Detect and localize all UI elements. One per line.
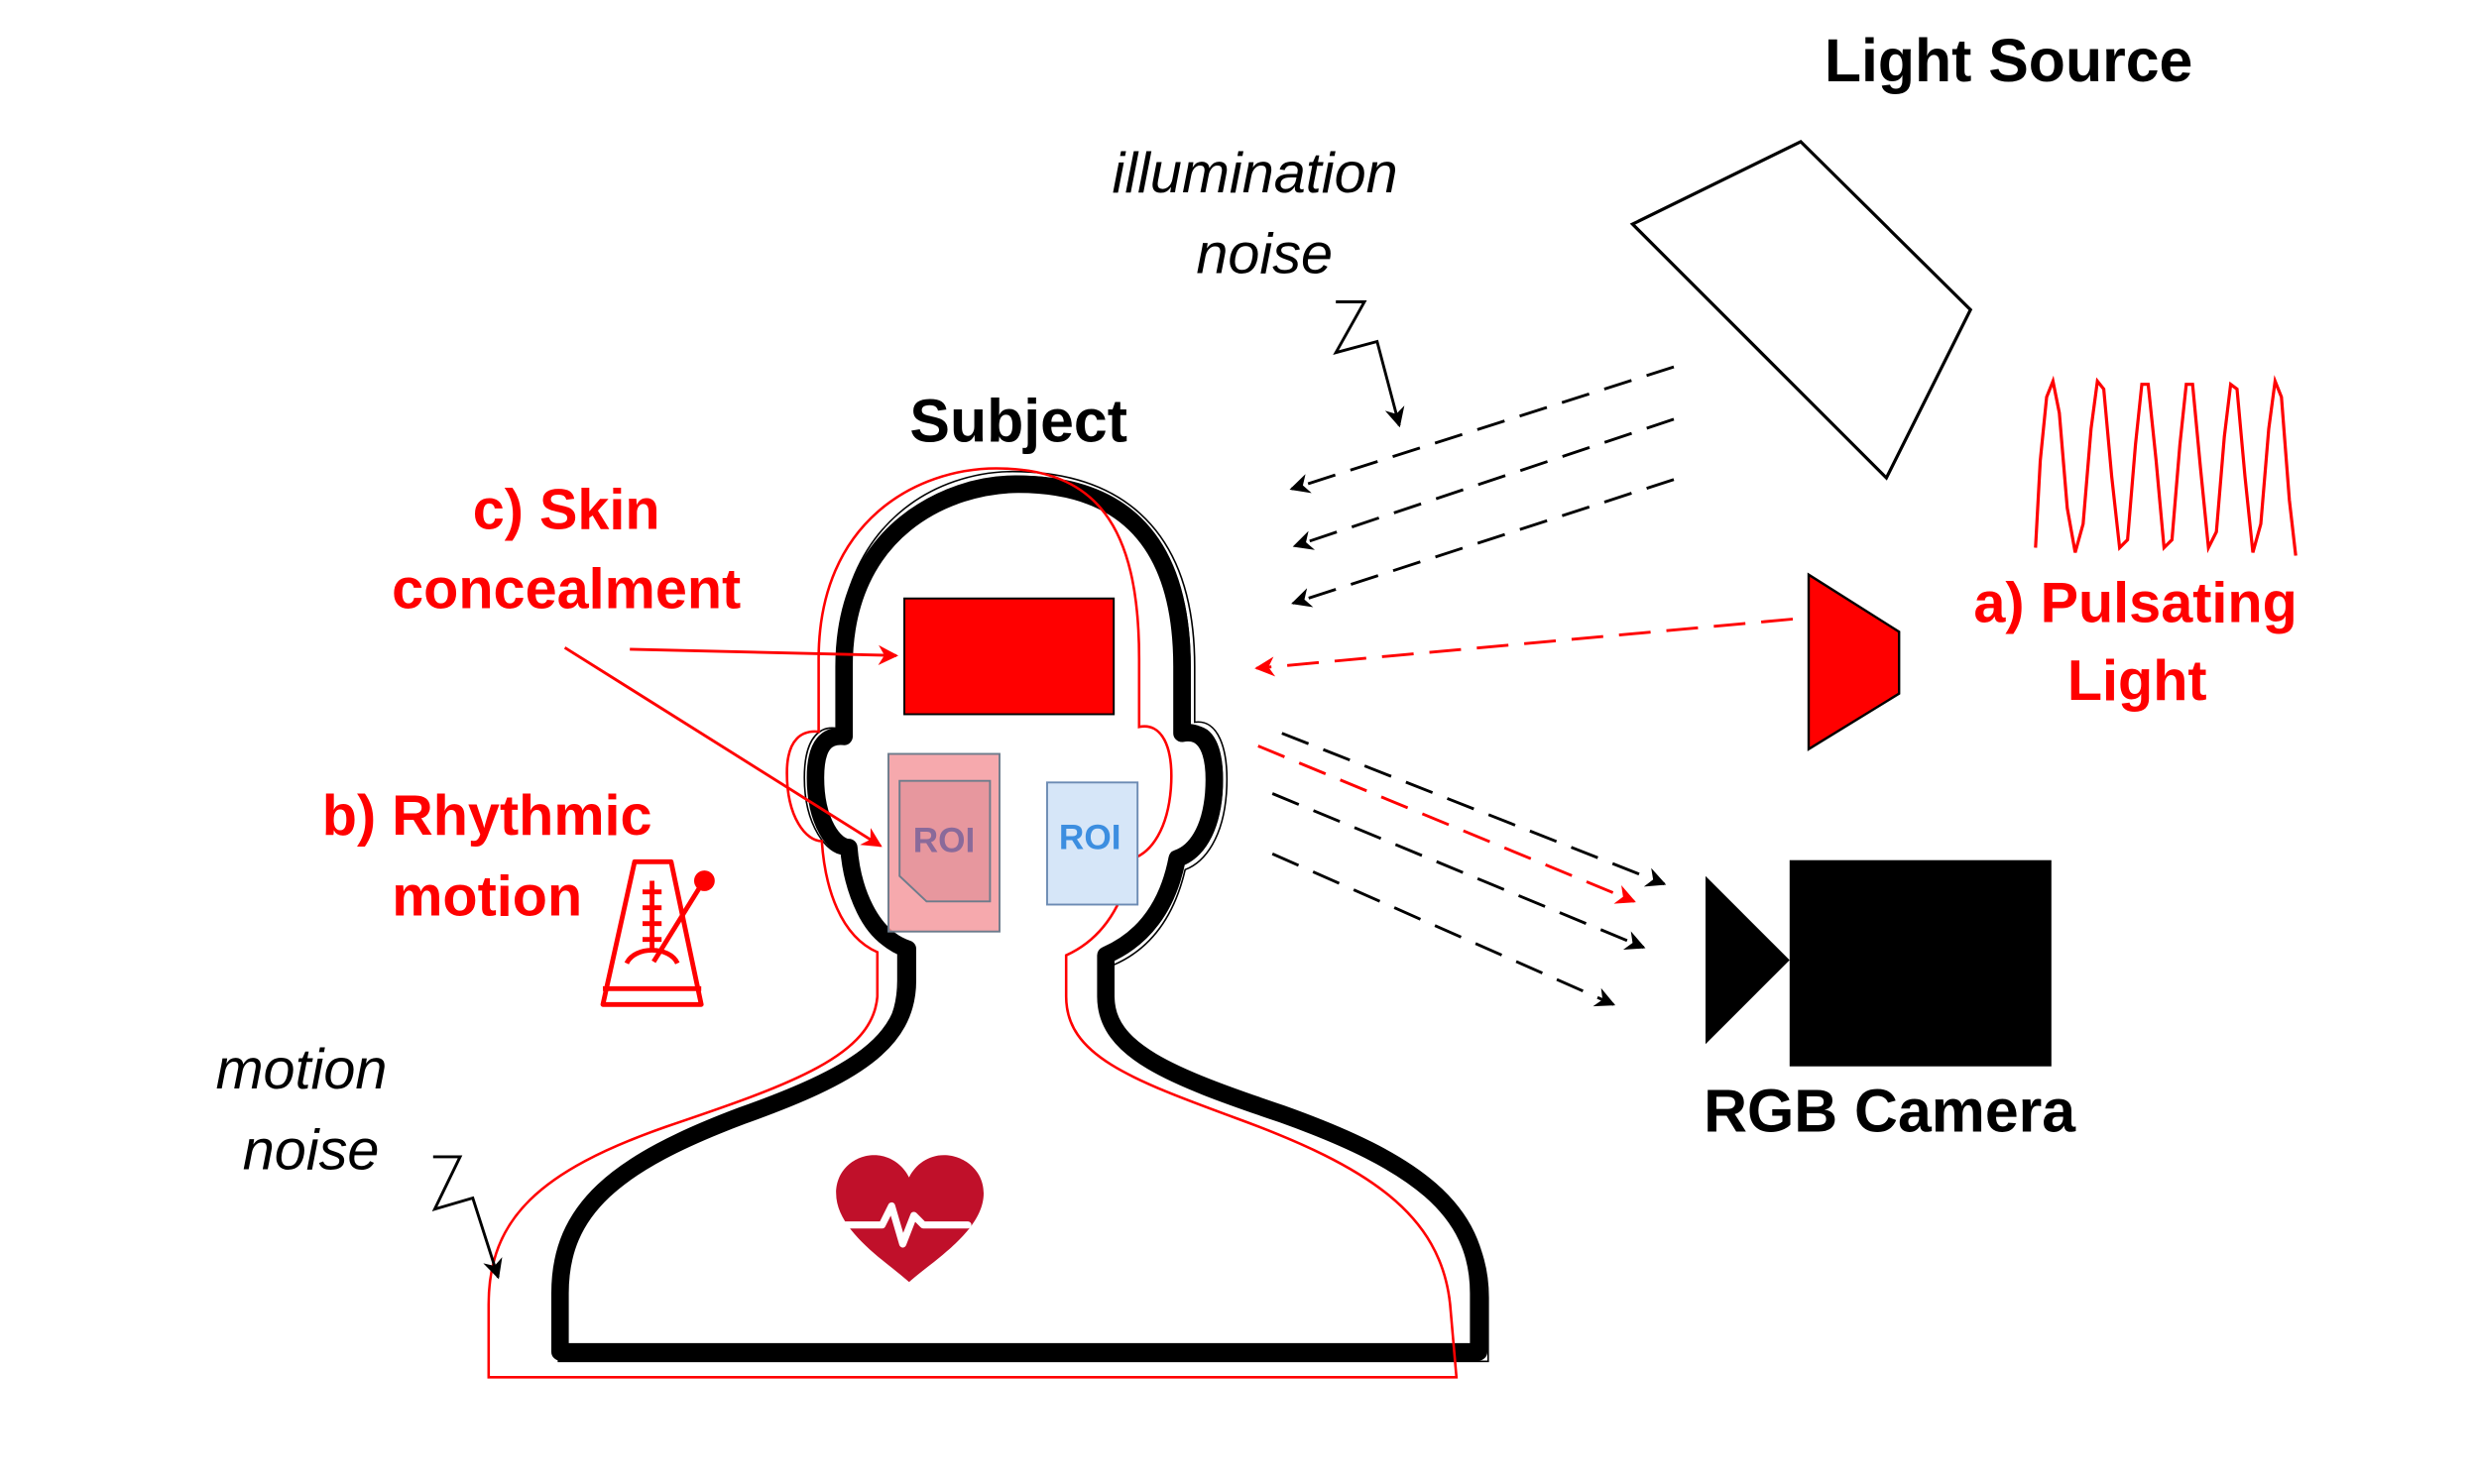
silhouette-red-outline [487, 467, 1459, 1379]
roi-left-label: ROI [913, 822, 976, 860]
rhythmic-motion-label-line1: b) Rhythmic [322, 784, 652, 848]
skin-concealment-patch [903, 597, 1116, 716]
roi-right: ROI [1046, 781, 1139, 906]
roi-right-label: ROI [1059, 819, 1121, 857]
illumination-noise-label-line1: illumination [1113, 142, 1398, 205]
pulsating-light-label-line2: Light [2067, 649, 2207, 713]
rhythmic-motion-label-line2: motion [392, 865, 582, 929]
concealment-arrow-cheek [563, 646, 883, 848]
squiggle-arrow-icon [431, 1155, 503, 1280]
motion-noise-label-line2: noise [243, 1119, 380, 1183]
subject-label: Subject [909, 387, 1127, 454]
pulse-waveform [2034, 375, 2298, 556]
heart-icon [836, 1155, 984, 1283]
illumination-noise-label-line2: noise [1196, 223, 1333, 286]
squiggle-arrow-icon [1333, 300, 1405, 428]
illumination-rays [1289, 365, 1675, 608]
pulsating-light-ray [1254, 618, 1794, 677]
silhouette-main-outline [551, 475, 1487, 1361]
pulsating-light-label-line1: a) Pulsating [1973, 572, 2297, 635]
rgb-camera-label: RGB Camera [1704, 1077, 2076, 1144]
camera-icon [1706, 859, 2052, 1067]
light-source-icon [1629, 139, 1973, 481]
concealment-arrow-forehead [630, 644, 899, 665]
metronome-icon [600, 858, 715, 1007]
subject-silhouette [487, 467, 1489, 1379]
skin-concealment-label-line2: concealment [392, 557, 741, 621]
skin-concealment-label-line1: c) Skin [473, 478, 660, 541]
pulsating-light-icon [1807, 572, 1901, 751]
reflected-rays [1257, 732, 1667, 1007]
roi-left: ROI [887, 752, 1001, 933]
motion-noise-label-line1: motion [216, 1038, 388, 1101]
light-source-label: Light Source [1825, 27, 2193, 94]
